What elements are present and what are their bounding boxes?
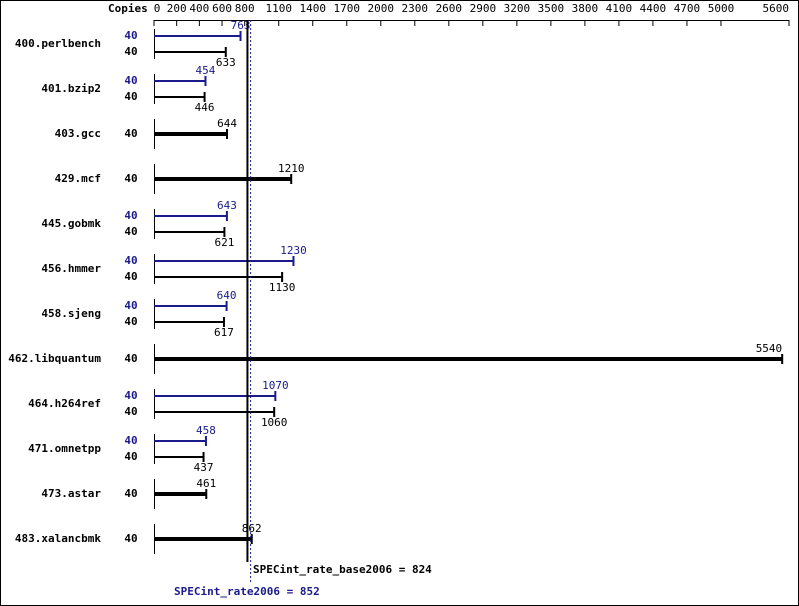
- bar: [154, 96, 205, 98]
- value-label: 1130: [269, 281, 296, 294]
- value-label: 458: [196, 424, 216, 437]
- bar: [154, 537, 252, 541]
- bar: [154, 456, 204, 458]
- bar: [154, 260, 294, 262]
- bar: [154, 321, 224, 323]
- copies-label: 40: [124, 532, 137, 545]
- benchmark-label: 464.h264ref: [28, 397, 101, 410]
- x-tick-label: 200: [167, 2, 187, 15]
- benchmark-label: 400.perlbench: [15, 37, 101, 50]
- copies-label: 40: [124, 405, 137, 418]
- copies-label: 40: [124, 315, 137, 328]
- value-label: 1070: [262, 379, 289, 392]
- copies-label: 40: [124, 74, 137, 87]
- benchmark-label: 458.sjeng: [41, 307, 101, 320]
- benchmark-label: 403.gcc: [55, 127, 101, 140]
- bar: [154, 132, 228, 136]
- x-tick-label: 2300: [402, 2, 429, 15]
- copies-label: 40: [124, 299, 137, 312]
- bar: [154, 177, 292, 181]
- benchmark-label: 401.bzip2: [41, 82, 101, 95]
- x-tick-label: 600: [212, 2, 232, 15]
- x-tick-label: 1400: [300, 2, 327, 15]
- bar: [154, 51, 226, 53]
- benchmark-label: 429.mcf: [55, 172, 101, 185]
- value-label: 640: [217, 289, 237, 302]
- copies-label: 40: [124, 434, 137, 447]
- bar: [154, 440, 206, 442]
- copies-label: 40: [124, 209, 137, 222]
- value-label: 617: [214, 326, 234, 339]
- copies-label: 40: [124, 389, 137, 402]
- value-label: 461: [196, 477, 216, 490]
- bar: [154, 276, 283, 278]
- x-tick-label: 800: [235, 2, 255, 15]
- benchmark-label: 473.astar: [41, 487, 101, 500]
- value-label: 437: [194, 461, 214, 474]
- copies-label: 40: [124, 172, 137, 185]
- value-label: 644: [217, 117, 237, 130]
- benchmark-label: 456.hmmer: [41, 262, 101, 275]
- value-label: 454: [196, 64, 216, 77]
- value-label: 763: [231, 19, 251, 32]
- benchmark-label: 483.xalancbmk: [15, 532, 101, 545]
- copies-label: 40: [124, 225, 137, 238]
- x-tick-label: 2600: [436, 2, 463, 15]
- copies-label: 40: [124, 352, 137, 365]
- copies-label: 40: [124, 450, 137, 463]
- x-tick-label: 3800: [572, 2, 599, 15]
- copies-label: 40: [124, 127, 137, 140]
- value-label: 862: [242, 522, 262, 535]
- x-tick-label: 1700: [334, 2, 361, 15]
- peak-summary: SPECint_rate2006 = 852: [174, 585, 320, 598]
- bar: [154, 80, 206, 82]
- x-tick-label: 4100: [606, 2, 633, 15]
- bar: [154, 411, 275, 413]
- benchmark-label: 445.gobmk: [41, 217, 101, 230]
- bar: [154, 215, 227, 217]
- copies-label: 40: [124, 270, 137, 283]
- value-label: 621: [214, 236, 234, 249]
- copies-label: 40: [124, 45, 137, 58]
- base-summary: SPECint_rate_base2006 = 824: [253, 563, 432, 576]
- x-tick-label: 400: [189, 2, 209, 15]
- copies-header: Copies: [108, 2, 148, 15]
- x-tick-label: 4700: [674, 2, 701, 15]
- value-label: 1210: [278, 162, 305, 175]
- copies-label: 40: [124, 90, 137, 103]
- value-label: 1060: [261, 416, 288, 429]
- value-label: 446: [195, 101, 215, 114]
- copies-label: 40: [124, 29, 137, 42]
- bar: [154, 357, 783, 361]
- benchmark-label: 471.omnetpp: [28, 442, 101, 455]
- x-tick-label: 3500: [538, 2, 565, 15]
- bar: [154, 231, 225, 233]
- x-tick-label: 3200: [504, 2, 531, 15]
- x-tick-label: 2000: [368, 2, 395, 15]
- value-label: 1230: [280, 244, 307, 257]
- value-label: 5540: [756, 342, 783, 355]
- bar: [154, 305, 227, 307]
- value-label: 643: [217, 199, 237, 212]
- bar: [154, 395, 276, 397]
- x-tick-label: 0: [154, 2, 161, 15]
- x-tick-label: 2900: [470, 2, 497, 15]
- value-label: 633: [216, 56, 236, 69]
- x-tick-label: 5600: [763, 2, 790, 15]
- bar: [154, 35, 241, 37]
- copies-label: 40: [124, 487, 137, 500]
- x-tick-label: 5000: [708, 2, 735, 15]
- x-tick-label: 4400: [640, 2, 667, 15]
- bar: [154, 492, 207, 496]
- x-tick-label: 1100: [265, 2, 292, 15]
- copies-label: 40: [124, 254, 137, 267]
- benchmark-label: 462.libquantum: [8, 352, 101, 365]
